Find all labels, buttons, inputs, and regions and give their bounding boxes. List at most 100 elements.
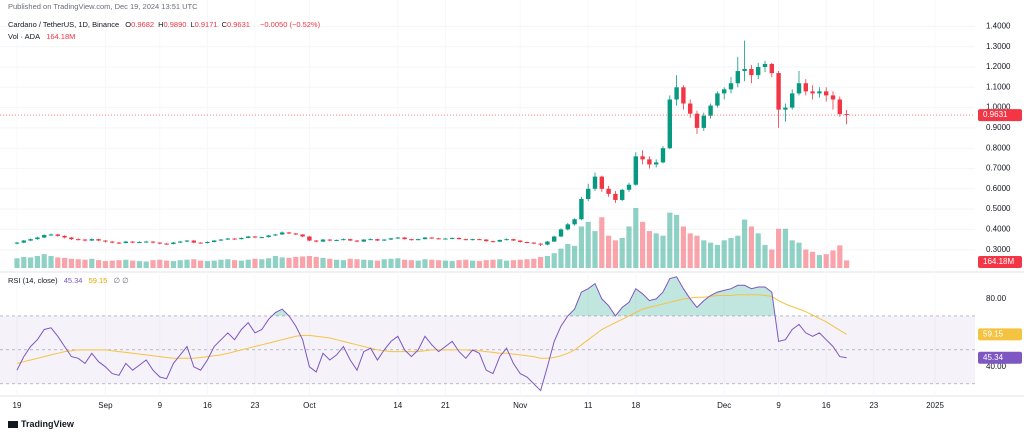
- volume-bar: [782, 228, 788, 268]
- volume-bar: [476, 261, 482, 268]
- candle-body: [715, 93, 720, 106]
- candle-body: [402, 237, 407, 240]
- volume-bar: [28, 257, 34, 268]
- volume-bar: [252, 258, 258, 268]
- candle-body: [252, 236, 258, 238]
- candle-body: [368, 239, 373, 241]
- volume-bar: [646, 231, 652, 268]
- volume-bar: [442, 260, 448, 268]
- volume-bar: [755, 233, 761, 268]
- candle-body: [824, 91, 829, 96]
- candle-body: [395, 237, 400, 239]
- symbol: Cardano / TetherUS, 1D, Binance: [8, 20, 120, 29]
- candle-body: [701, 115, 706, 128]
- volume-bar: [510, 260, 516, 268]
- y-tick-label: 1.2000: [986, 62, 1011, 71]
- ohlc-legend: O0.9682 H0.9890 L0.9171 C0.9631: [125, 20, 254, 29]
- volume-bar: [218, 259, 224, 268]
- volume-bar: [674, 214, 680, 268]
- candle-body: [62, 235, 67, 238]
- candle-body: [572, 219, 577, 225]
- volume-bar: [748, 226, 754, 268]
- volume-bar: [354, 259, 360, 268]
- volume-bar: [606, 235, 612, 268]
- volume-bar: [463, 259, 469, 268]
- volume-bar: [667, 212, 673, 268]
- candle-body: [103, 240, 108, 242]
- volume-bar: [368, 260, 374, 268]
- candle-body: [327, 239, 332, 241]
- volume-bar: [823, 254, 829, 268]
- volume-bar: [272, 256, 278, 268]
- volume-bar: [259, 259, 265, 268]
- volume-bar: [374, 260, 380, 268]
- volume-bar: [109, 260, 115, 268]
- candle-body: [592, 176, 598, 189]
- volume-bar: [803, 249, 809, 268]
- candle-body: [803, 83, 808, 92]
- volume-bar: [300, 256, 306, 268]
- x-tick-label: Oct: [303, 401, 316, 410]
- candle-body: [837, 99, 842, 115]
- volume-bar: [327, 258, 333, 268]
- rsi-label: 45.34: [983, 353, 1004, 362]
- volume-bar: [470, 260, 476, 268]
- volume-bar: [837, 245, 843, 268]
- candle-body: [769, 63, 774, 74]
- candle-body: [218, 239, 224, 241]
- volume-bar: [279, 257, 285, 268]
- candle-body: [14, 242, 20, 244]
- y-tick-label: 0.8000: [986, 143, 1011, 152]
- volume-bar: [680, 226, 686, 268]
- volume-legend: Vol · ADA 164.18M: [8, 32, 79, 41]
- x-tick-label: 16: [822, 401, 831, 410]
- candle-body: [409, 239, 414, 241]
- x-tick-label: 18: [631, 401, 640, 410]
- candle-body: [545, 241, 550, 245]
- volume-bar: [633, 208, 639, 268]
- candle-body: [477, 239, 482, 241]
- candle-body: [35, 237, 40, 240]
- candle-body: [490, 241, 496, 243]
- candle-body: [436, 238, 441, 240]
- candle-body: [42, 235, 47, 238]
- volume-bar: [517, 259, 523, 268]
- candle-body: [123, 241, 128, 243]
- candle-body: [246, 236, 251, 238]
- candle-body: [21, 240, 26, 243]
- volume-bar: [334, 259, 340, 268]
- rsi-legend: RSI (14, close) 45.34 59.15 ∅ ∅: [8, 276, 133, 285]
- volume-bar: [170, 261, 176, 268]
- candle-body: [130, 241, 135, 243]
- volume-bar: [232, 260, 238, 268]
- volume-bar: [21, 256, 27, 268]
- x-tick-label: 23: [251, 401, 260, 410]
- ohlc-key: O: [125, 20, 132, 29]
- candle-body: [681, 87, 686, 104]
- volume-title: Vol · ADA: [8, 32, 41, 41]
- candle-body: [28, 239, 33, 241]
- candle-body: [184, 240, 190, 242]
- volume-bar: [408, 260, 414, 268]
- candle-body: [429, 237, 434, 239]
- volume-bar: [531, 258, 537, 268]
- volume-bar: [585, 221, 591, 268]
- y-tick-label: 1.0000: [986, 103, 1011, 112]
- candle-body: [524, 241, 530, 243]
- volume-bar: [415, 260, 421, 268]
- volume-bar: [395, 258, 401, 268]
- candle-body: [504, 239, 509, 241]
- candle-body: [722, 89, 727, 94]
- x-tick-label: 9: [158, 401, 163, 410]
- candle-body: [239, 237, 244, 240]
- y-tick-label: 1.1000: [986, 82, 1011, 91]
- volume-bar: [490, 259, 496, 268]
- candle-body: [273, 234, 278, 236]
- candle-body: [164, 243, 169, 245]
- candle-body: [137, 241, 142, 243]
- candle-body: [205, 241, 210, 243]
- candle-body: [144, 241, 149, 243]
- volume-bar: [422, 259, 428, 268]
- footer-brand: TradingView: [8, 419, 78, 429]
